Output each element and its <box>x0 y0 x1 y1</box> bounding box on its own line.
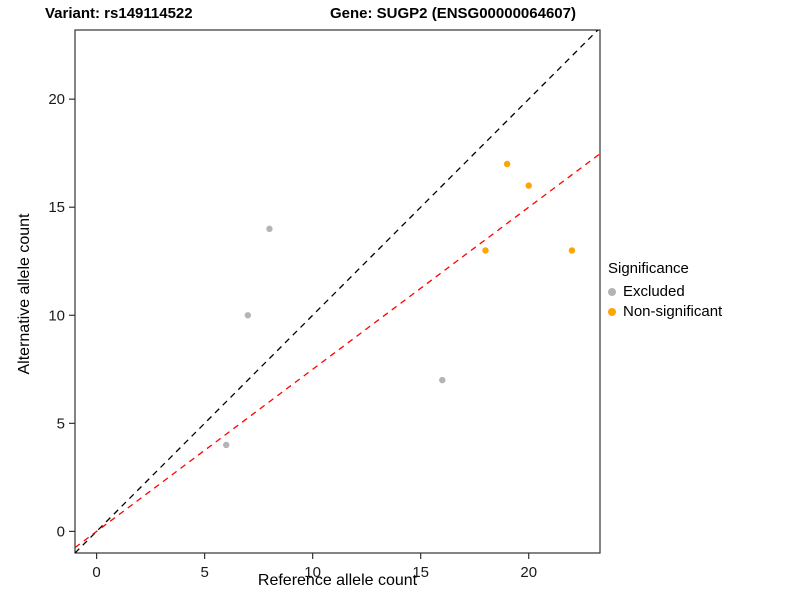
non-significant-swatch-icon <box>608 308 616 316</box>
data-point-non-significant <box>525 182 532 189</box>
data-point-excluded <box>266 225 273 233</box>
x-tick-label: 20 <box>520 564 537 581</box>
gene-title: Gene: SUGP2 (ENSG00000064607) <box>330 5 576 22</box>
y-tick-label: 5 <box>57 415 65 432</box>
panel-border <box>74 29 601 554</box>
x-tick-label: 10 <box>304 564 321 581</box>
data-point-non-significant <box>482 247 489 254</box>
y-tick-label: 10 <box>48 307 65 324</box>
data-point-excluded <box>244 312 252 319</box>
legend-entry-non-significant: Non-significant <box>608 303 722 321</box>
x-axis-label: Reference allele count <box>257 572 418 589</box>
legend-title: Significance <box>608 260 689 277</box>
data-point-excluded <box>223 441 230 449</box>
variant-title: Variant: rs149114522 <box>45 5 193 22</box>
identity-line <box>75 30 599 553</box>
legend-entry-excluded: Excluded <box>608 283 722 301</box>
data-point-excluded <box>439 376 446 384</box>
y-tick-label: 0 <box>57 523 65 540</box>
y-tick-label: 15 <box>48 199 65 216</box>
x-tick-label: 5 <box>200 564 208 581</box>
x-tick-label: 15 <box>412 564 429 581</box>
x-tick-label: 0 <box>92 564 100 581</box>
legend-entry-label: Excluded <box>623 283 685 300</box>
expected-ratio-line <box>75 153 600 549</box>
legend-entry-label: Non-significant <box>623 303 723 320</box>
legend: Significance Excluded Non-significant <box>608 260 722 323</box>
excluded-swatch-icon <box>608 288 616 296</box>
data-point-non-significant <box>568 247 576 254</box>
y-tick-label: 20 <box>48 91 65 108</box>
data-point-non-significant <box>503 160 511 168</box>
